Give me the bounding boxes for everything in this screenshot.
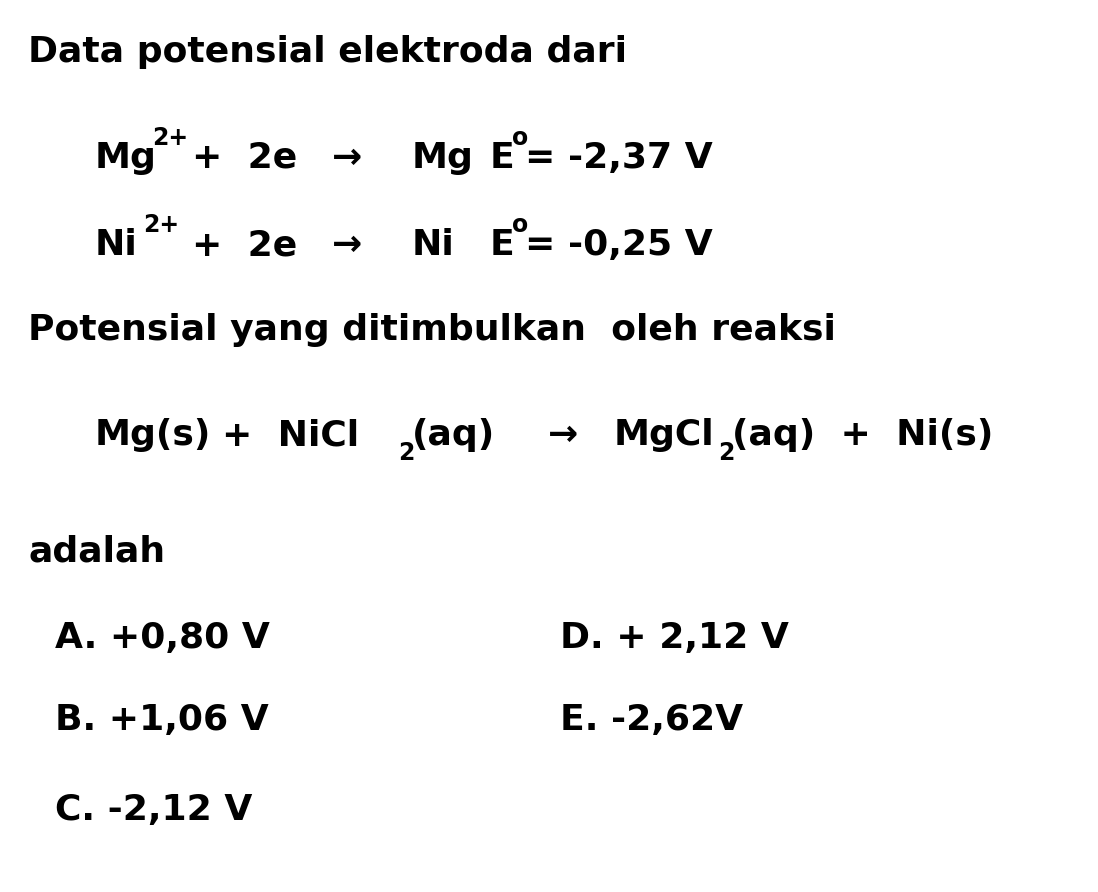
- Text: = -2,37 V: = -2,37 V: [525, 141, 713, 175]
- Text: Ni: Ni: [412, 228, 455, 262]
- Text: C. -2,12 V: C. -2,12 V: [55, 793, 253, 827]
- Text: A. +0,80 V: A. +0,80 V: [55, 621, 270, 655]
- Text: →: →: [332, 141, 362, 175]
- Text: Mg: Mg: [412, 141, 474, 175]
- Text: +  2e: + 2e: [192, 141, 298, 175]
- Text: 2+: 2+: [152, 126, 188, 150]
- Text: D. + 2,12 V: D. + 2,12 V: [560, 621, 788, 655]
- Text: Data potensial elektroda dari: Data potensial elektroda dari: [29, 35, 627, 69]
- Text: →: →: [548, 418, 579, 452]
- Text: Mg: Mg: [96, 141, 157, 175]
- Text: MgCl: MgCl: [614, 418, 715, 452]
- Text: o: o: [512, 126, 528, 150]
- Text: 2+: 2+: [143, 213, 179, 237]
- Text: +  2e: + 2e: [192, 228, 298, 262]
- Text: o: o: [512, 213, 528, 237]
- Text: 2: 2: [397, 441, 414, 465]
- Text: adalah: adalah: [29, 535, 165, 569]
- Text: = -0,25 V: = -0,25 V: [525, 228, 713, 262]
- Text: Ni: Ni: [96, 228, 137, 262]
- Text: →: →: [332, 228, 362, 262]
- Text: Mg(s): Mg(s): [96, 418, 212, 452]
- Text: 2: 2: [718, 441, 735, 465]
- Text: +  NiCl: + NiCl: [222, 418, 359, 452]
- Text: E: E: [490, 141, 515, 175]
- Text: (aq): (aq): [412, 418, 495, 452]
- Text: Potensial yang ditimbulkan  oleh reaksi: Potensial yang ditimbulkan oleh reaksi: [29, 313, 836, 347]
- Text: E: E: [490, 228, 515, 262]
- Text: (aq)  +  Ni(s): (aq) + Ni(s): [732, 418, 994, 452]
- Text: E. -2,62V: E. -2,62V: [560, 703, 743, 737]
- Text: B. +1,06 V: B. +1,06 V: [55, 703, 269, 737]
